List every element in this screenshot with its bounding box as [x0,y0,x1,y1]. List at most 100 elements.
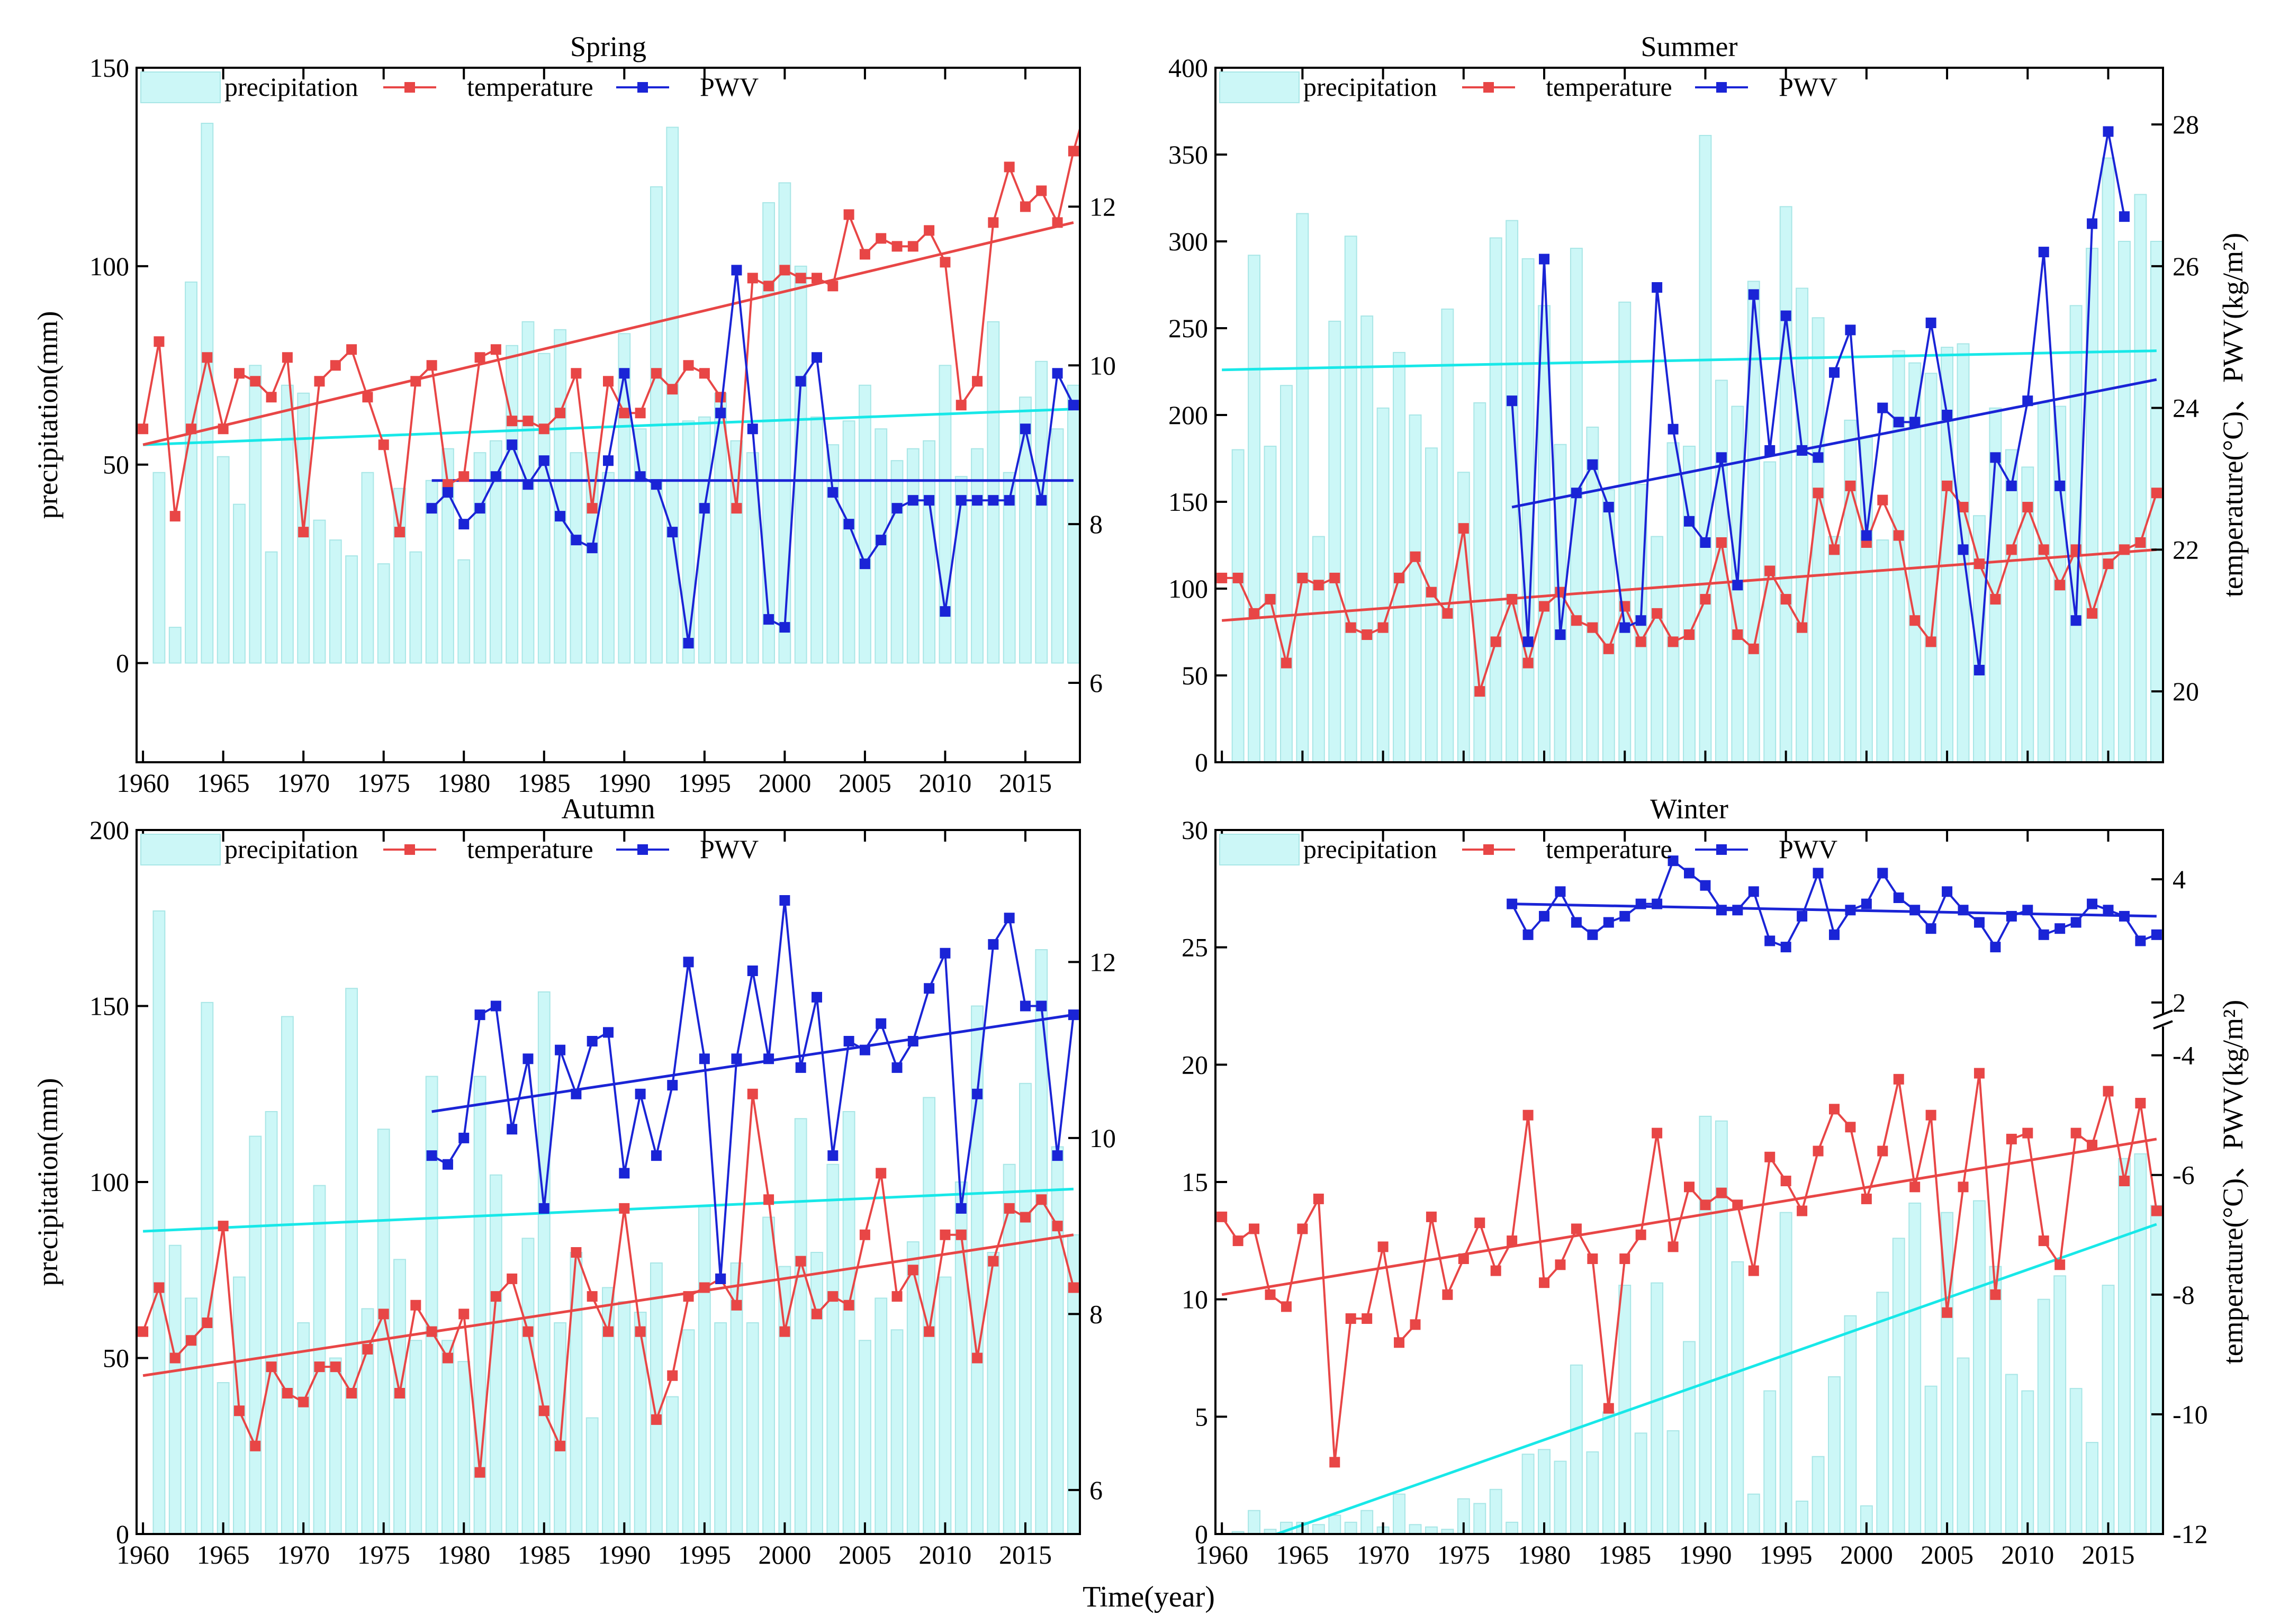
temperature-marker [811,1309,822,1320]
pwv-marker [507,1124,518,1135]
precipitation-bar [1683,1341,1696,1534]
precipitation-bar [489,440,502,664]
temperature-marker [667,384,678,395]
series-lines [1216,855,2162,1534]
precipitation-bar [2021,466,2034,762]
temperature-marker [907,241,918,252]
precipitation-bar [2069,305,2083,762]
pwv-marker [988,495,999,506]
temperature-marker [1958,1181,1969,1193]
precipitation-bar [634,1312,647,1534]
precipitation-bars [1231,1115,2163,1534]
x-tick-label: 1980 [1518,1540,1571,1569]
temperature-marker [2087,608,2098,619]
temperature-marker [683,360,694,371]
pwv-marker [1942,410,1953,420]
y-right-tick-label: 26 [2173,251,2199,281]
precipitation-bar [1796,1500,1809,1534]
temperature-trend-line [1221,548,2157,622]
temperature-marker [2087,1140,2098,1151]
precipitation-bar [1779,1212,1792,1534]
precipitation-bar [971,1005,984,1534]
precipitation-bar [1328,1514,1341,1534]
pwv-marker [876,535,887,546]
precipitation-bar [2086,1442,2099,1534]
precipitation-bar [1473,402,1486,762]
panel-title: Spring [570,31,646,62]
pwv-marker [1004,913,1015,924]
precipitation-trend-line [143,1187,1074,1233]
precipitation-bar [762,202,775,664]
temperature-marker [1652,1127,1663,1139]
pwv-marker [490,471,501,482]
precipitation-bar [810,416,823,664]
temperature-marker [442,1352,453,1364]
temperature-marker [1893,1073,1904,1085]
precipitation-bar [554,1322,566,1534]
y-left-tick-label: 150 [89,53,129,83]
precipitation-bar [1393,1493,1405,1534]
precipitation-bar [794,1118,807,1534]
precipitation-bar [1409,1524,1422,1534]
precipitation-bars [152,122,1080,664]
legend-pwv-label: PWV [1779,72,1837,102]
pwv-marker [1861,530,1872,541]
temperature-marker [362,392,373,403]
legend-temperature-label: temperature [467,72,593,102]
temperature-marker [330,1361,341,1373]
pwv-marker [1973,664,1985,675]
pwv-marker [1877,402,1888,413]
temperature-marker [1797,1205,1808,1216]
temperature-marker [1973,558,1985,570]
temperature-marker [1216,1211,1228,1222]
precipitation-bar [2021,1390,2034,1534]
precipitation-bar [441,1340,454,1534]
precipitation-trend-line [143,408,1074,446]
temperature-marker [538,423,549,435]
temperature-marker [2151,488,2162,499]
precipitation-bar [842,1111,855,1534]
temperature-marker [988,1256,999,1267]
pwv-marker [972,495,983,506]
precipitation-bar [329,539,342,664]
pwv-marker [2135,935,2146,946]
pwv-marker [972,1088,983,1099]
pwv-marker [538,455,549,466]
x-tick-label: 2010 [918,768,971,798]
precipitation-bar [249,1135,262,1534]
temperature-marker [1716,1187,1727,1198]
temperature-marker [1861,1193,1872,1204]
precipitation-bar [168,1244,182,1534]
pwv-trend-line [431,1013,1074,1113]
pwv-marker [1507,898,1518,909]
temperature-marker [2006,1133,2017,1144]
pwv-marker [1893,892,1904,904]
temperature-marker [1942,480,1953,491]
precipitation-bar [1602,489,1615,762]
temperature-marker [282,1388,293,1399]
precipitation-bars [152,910,1080,1534]
precipitation-bar [1538,305,1551,762]
precipitation-bar [1393,351,1405,762]
temperature-marker [1539,601,1550,612]
pwv-marker [1619,622,1630,633]
pwv-marker [426,1150,437,1161]
y-right-tick-label: 20 [2173,676,2199,706]
precipitation-bar [1489,1488,1502,1534]
precipitation-bar [1747,281,1760,762]
x-tick-label: 1965 [197,1540,250,1569]
precipitation-bar [409,1340,422,1534]
temperature-marker [2119,544,2130,555]
pwv-marker [2119,910,2130,922]
precipitation-bar [537,991,551,1534]
pwv-marker [458,1132,470,1143]
x-tick-label: 1970 [277,768,330,798]
x-tick-label: 2005 [839,1540,891,1569]
temperature-marker [2103,1086,2114,1097]
temperature-marker [1281,1301,1292,1312]
precipitation-bar [1328,320,1341,762]
y-left-tick-label: 50 [1182,661,1208,690]
pwv-marker [1539,910,1550,922]
y-left-tick-label: 100 [89,251,129,281]
